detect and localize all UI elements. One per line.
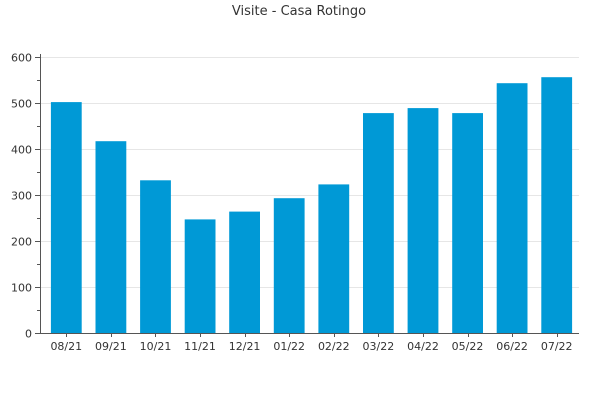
- bar: [496, 83, 528, 333]
- x-tick-label: 05/22: [452, 340, 484, 353]
- y-tick-label: 200: [11, 236, 32, 249]
- grid-lines: [40, 57, 579, 288]
- x-tick-label: 11/21: [184, 340, 216, 353]
- x-tick-label: 06/22: [496, 340, 528, 353]
- axes: [35, 54, 579, 337]
- x-tick-label: 09/21: [95, 340, 127, 353]
- x-tick-label: 03/22: [363, 340, 395, 353]
- bar: [229, 211, 260, 333]
- bar: [541, 77, 573, 333]
- bar: [318, 184, 350, 333]
- bar: [184, 219, 216, 333]
- tick-labels: 0 100 200 300 400 500 600 08/21 09/21 10/21 11/21 1…: [11, 52, 573, 354]
- bars: [50, 77, 573, 333]
- y-tick-label: 400: [11, 144, 32, 157]
- y-tick-label: 100: [11, 282, 32, 295]
- x-tick-label: 10/21: [140, 340, 172, 353]
- x-tick-label: 01/22: [273, 340, 305, 353]
- x-tick-label: 02/22: [318, 340, 350, 353]
- y-tick-label: 300: [11, 190, 32, 203]
- y-tick-label: 500: [11, 98, 32, 111]
- x-tick-label: 04/22: [407, 340, 439, 353]
- bar: [50, 102, 82, 333]
- bar: [140, 180, 171, 333]
- bar: [363, 113, 394, 333]
- x-tick-label: 08/21: [50, 340, 82, 353]
- bar: [95, 141, 127, 333]
- y-tick-label: 600: [11, 52, 32, 65]
- chart-title: Visite - Casa Rotingo: [232, 4, 366, 19]
- x-tick-label: 12/21: [229, 340, 261, 353]
- bar: [452, 113, 483, 333]
- bar: [407, 108, 439, 333]
- bar: [273, 198, 305, 333]
- x-tick-label: 07/22: [541, 340, 573, 353]
- y-tick-label: 0: [25, 328, 32, 341]
